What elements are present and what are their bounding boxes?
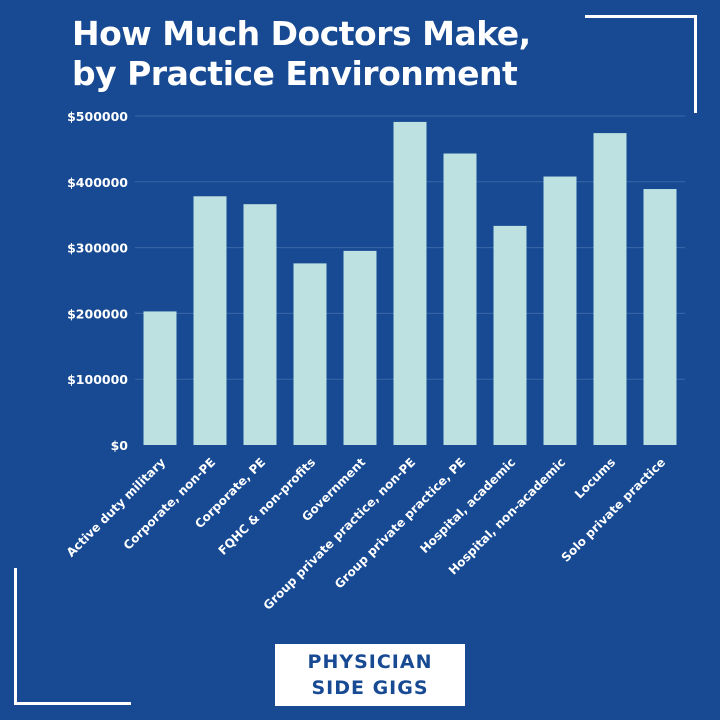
bar-7: [493, 225, 527, 445]
bar-5: [393, 121, 427, 445]
x-tick-label-9: Locums: [572, 455, 618, 501]
brand-logo-line-2: SIDE GIGS: [311, 677, 429, 699]
bar-4: [343, 250, 377, 445]
y-axis-tick-labels: $0 $100000 $200000 $300000 $400000 $500000: [67, 109, 128, 453]
bars: [143, 121, 677, 446]
y-tick-label-1: $100000: [67, 372, 128, 387]
bar-3: [293, 263, 327, 445]
y-tick-label-5: $500000: [67, 109, 128, 124]
chart-title: How Much Doctors Make, by Practice Envir…: [72, 14, 592, 94]
y-tick-label-3: $300000: [67, 241, 128, 256]
bar-1: [193, 196, 227, 445]
bar-0: [143, 311, 177, 445]
brand-logo-line-1: PHYSICIAN: [307, 651, 433, 673]
bar-chart: $0 $100000 $200000 $300000 $400000 $500000 Ac…: [64, 109, 685, 613]
x-tick-label-0: Active duty military: [64, 455, 169, 560]
y-tick-label-0: $0: [111, 438, 129, 453]
y-tick-label-4: $400000: [67, 175, 128, 190]
x-tick-label-1: Corporate, non-PE: [121, 455, 218, 552]
frame-corner-bottom-left-vertical: [14, 568, 17, 705]
chart-title-line-1: How Much Doctors Make,: [72, 14, 531, 53]
x-tick-label-3: FQHC & non-profits: [216, 455, 318, 557]
bar-9: [593, 133, 627, 445]
brand-logo: PHYSICIAN SIDE GIGS: [275, 644, 465, 706]
bar-6: [443, 153, 477, 446]
bar-10: [643, 189, 677, 445]
frame-corner-top-right-horizontal: [585, 15, 697, 18]
x-tick-label-10: Solo private practice: [559, 455, 668, 564]
x-tick-label-7: Hospital, academic: [417, 455, 518, 556]
frame-corner-bottom-left-horizontal: [14, 702, 131, 705]
y-tick-label-2: $200000: [67, 306, 128, 321]
chart-title-line-2: by Practice Environment: [72, 54, 518, 93]
bar-2: [243, 204, 277, 445]
bar-8: [543, 176, 577, 445]
frame-corner-top-right-vertical: [694, 15, 697, 113]
